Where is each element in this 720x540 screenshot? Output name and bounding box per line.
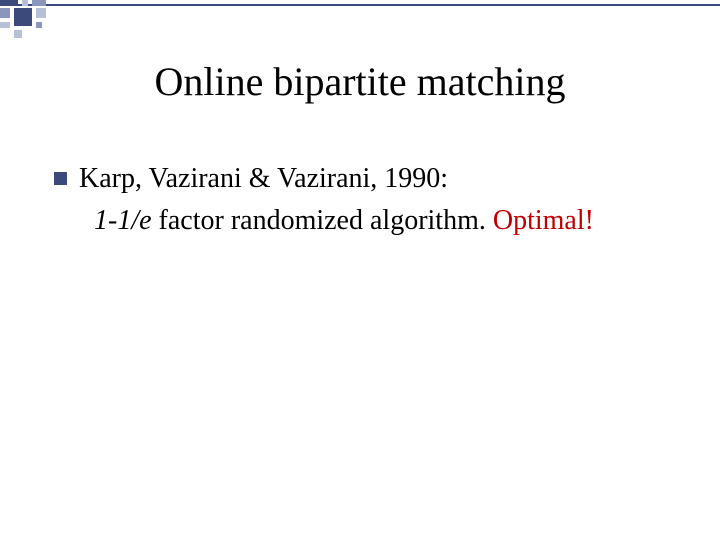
deco-square (0, 8, 10, 18)
corner-decoration (0, 0, 140, 40)
factor-expression: 1-1/e (94, 205, 152, 236)
bullet-square-icon (54, 172, 67, 185)
optimal-label: Optimal! (493, 205, 594, 236)
deco-square (32, 0, 46, 6)
deco-square (14, 8, 32, 26)
deco-square (22, 0, 28, 6)
slide-title: Online bipartite matching (0, 58, 720, 105)
deco-square (14, 30, 22, 38)
slide-body: Karp, Vazirani & Vazirani, 1990: 1-1/e f… (54, 160, 684, 240)
factor-rest: factor randomized algorithm. (152, 205, 493, 236)
bullet-text-line1: Karp, Vazirani & Vazirani, 1990: (79, 160, 684, 198)
deco-square (36, 22, 42, 28)
bullet-text-line2: 1-1/e factor randomized algorithm. Optim… (94, 202, 684, 240)
bullet-item: Karp, Vazirani & Vazirani, 1990: (54, 160, 684, 198)
deco-square (0, 22, 10, 28)
deco-square (0, 0, 18, 6)
deco-square (36, 8, 46, 18)
